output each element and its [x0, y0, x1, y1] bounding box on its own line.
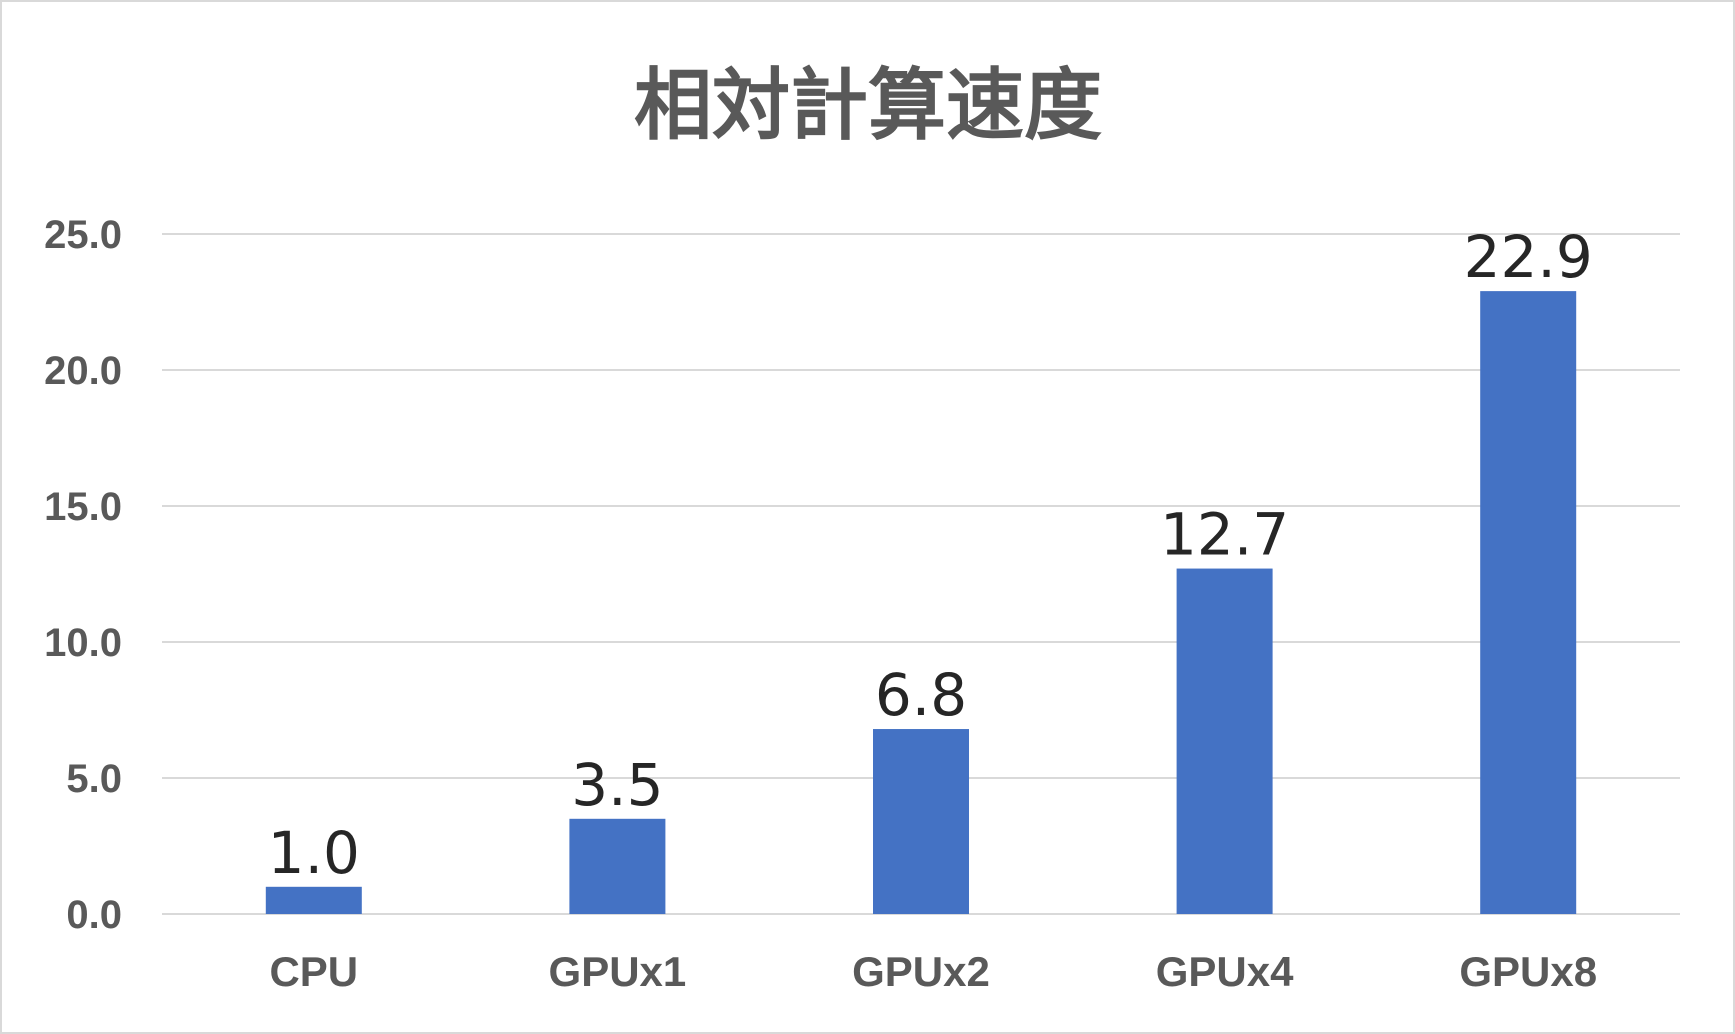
x-tick-label: GPUx1: [549, 948, 687, 995]
bar-gpux8: [1480, 291, 1577, 914]
x-tick-label: GPUx8: [1459, 948, 1597, 995]
y-axis-ticks: 0.0 5.0 10.0 15.0 20.0 25.0: [44, 213, 122, 937]
x-tick-label: GPUx2: [852, 948, 990, 995]
gridlines: [162, 233, 1680, 915]
data-label: 3.5: [571, 751, 663, 819]
bar-gpux4: [1176, 568, 1273, 914]
y-tick-label: 15.0: [44, 485, 122, 529]
bars: [265, 291, 1577, 914]
y-tick-label: 0.0: [66, 893, 122, 937]
bar-gpux1: [569, 818, 666, 914]
y-tick-label: 10.0: [44, 621, 122, 665]
x-tick-label: GPUx4: [1156, 948, 1294, 995]
data-label: 6.8: [875, 661, 967, 729]
data-labels: 1.0 3.5 6.8 12.7 22.9: [268, 223, 1593, 887]
x-tick-label: CPU: [269, 948, 358, 995]
chart-title: 相対計算速度: [634, 61, 1102, 151]
x-axis-ticks: CPU GPUx1 GPUx2 GPUx4 GPUx8: [269, 948, 1597, 995]
y-tick-label: 25.0: [44, 213, 122, 257]
bar-gpux2: [873, 729, 969, 914]
bar-cpu: [265, 886, 362, 914]
y-tick-label: 20.0: [44, 349, 122, 393]
y-tick-label: 5.0: [66, 757, 122, 801]
data-label: 12.7: [1160, 501, 1289, 569]
data-label: 1.0: [268, 819, 360, 887]
data-label: 22.9: [1464, 223, 1593, 291]
